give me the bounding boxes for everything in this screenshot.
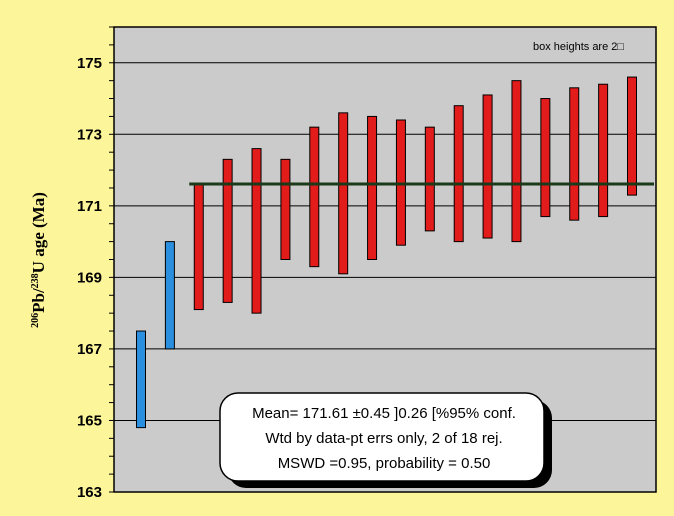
age-box xyxy=(482,94,493,239)
age-box xyxy=(540,98,551,218)
age-box xyxy=(627,76,637,196)
y-tick-label: 169 xyxy=(77,269,102,286)
y-tick-label: 173 xyxy=(77,126,102,143)
rejected-age-box xyxy=(164,241,175,350)
age-box xyxy=(222,158,233,303)
stats-box-panel xyxy=(219,392,545,482)
y-tick-label: 163 xyxy=(77,484,102,501)
age-box xyxy=(598,83,609,218)
age-box xyxy=(280,158,291,261)
age-box xyxy=(309,126,320,268)
rejected-age-box xyxy=(136,330,146,429)
age-box xyxy=(338,112,349,275)
y-tick-label: 165 xyxy=(77,412,102,429)
data-boxes xyxy=(136,76,637,429)
age-box xyxy=(569,87,580,221)
age-box xyxy=(367,115,378,260)
y-tick-label: 167 xyxy=(77,341,102,358)
age-box xyxy=(424,126,435,232)
grid-lines xyxy=(114,62,656,421)
stats-mean: Mean= 171.61 ±0.45 ]0.26 [%95% conf. xyxy=(252,405,516,422)
box-height-note: box heights are 2□ xyxy=(533,41,624,53)
y-axis-label: 206Pb/238U age (Ma) xyxy=(29,192,48,328)
age-box xyxy=(453,105,464,243)
y-tick-label: 171 xyxy=(77,198,102,215)
age-box xyxy=(251,148,262,314)
age-box xyxy=(193,183,204,311)
y-axis: 163 165 167 169 171 173 175 xyxy=(77,26,114,501)
stats-box: Mean= 171.61 ±0.45 ]0.26 [%95% conf. Wtd… xyxy=(219,392,552,488)
age-box xyxy=(511,80,522,243)
stats-weighting: Wtd by data-pt errs only, 2 of 18 rej. xyxy=(265,430,502,447)
y-tick-label: 175 xyxy=(77,55,102,72)
stats-mswd: MSWD =0.95, probability = 0.50 xyxy=(278,455,491,472)
